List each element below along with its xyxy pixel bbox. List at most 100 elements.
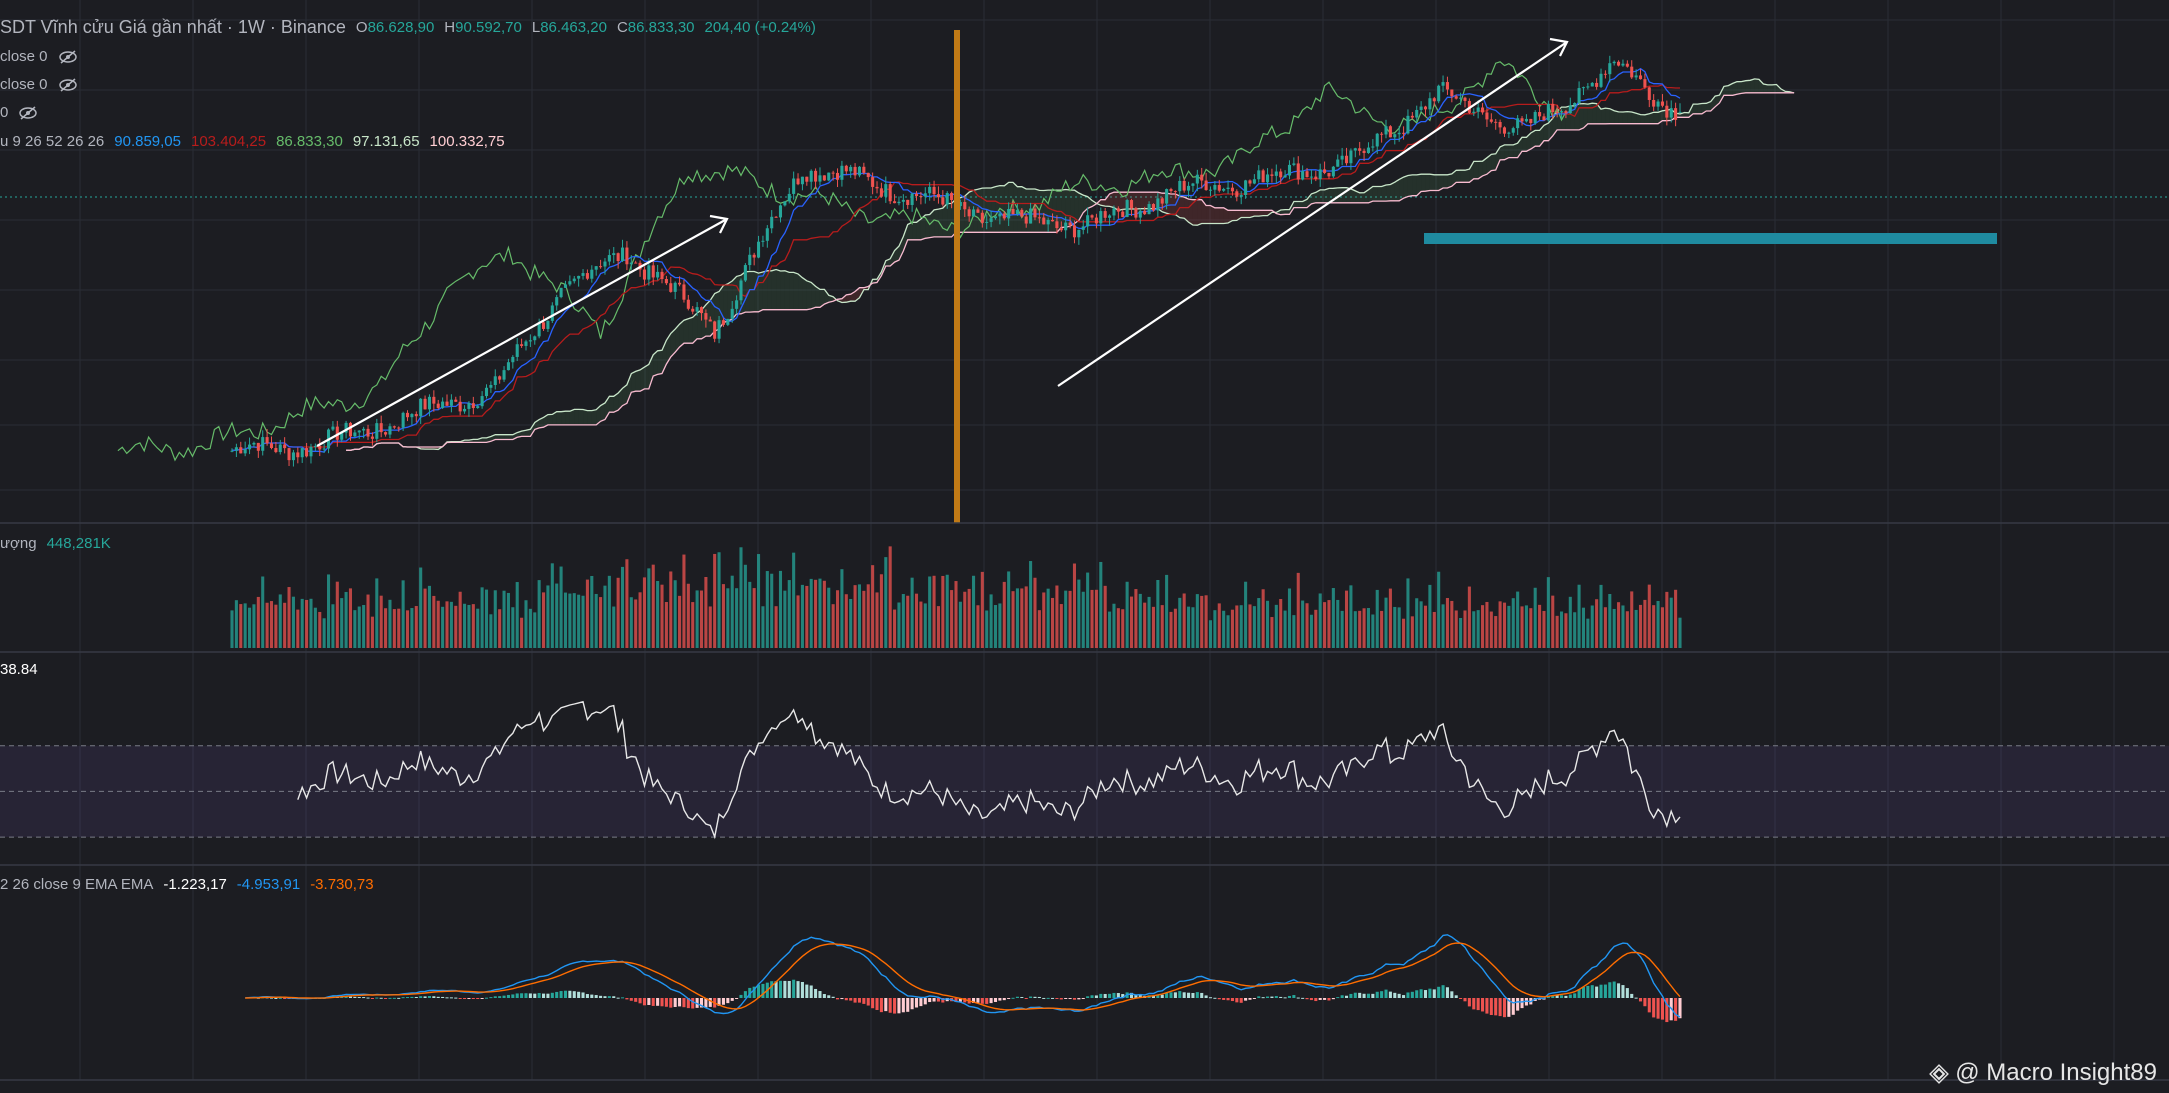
volume-bar: [1669, 597, 1673, 648]
candle-body: [708, 319, 712, 322]
kumo-segment: [982, 187, 987, 233]
vertical-marker[interactable]: [954, 30, 960, 523]
volume-bar: [454, 605, 458, 648]
candle-body: [296, 452, 300, 458]
kumo-segment: [846, 294, 851, 303]
macd-histogram-bar: [985, 998, 989, 1004]
volume-bar: [1261, 589, 1265, 648]
candle-body: [893, 201, 897, 204]
volume-bar: [1147, 596, 1151, 648]
kumo-segment: [767, 270, 772, 310]
candle-body: [985, 221, 989, 223]
kumo-segment: [920, 215, 926, 240]
candle-body: [857, 166, 862, 176]
ma3-legend[interactable]: 0: [0, 104, 38, 121]
macd-histogram-bar: [572, 991, 576, 998]
macd-legend[interactable]: 2 26 close 9 EMA EMA -1.223,17 -4.953,91…: [0, 876, 374, 893]
kumo-segment: [561, 411, 566, 425]
ichimoku-legend[interactable]: u 9 26 52 26 26 90.859,05 103.404,25 86.…: [0, 133, 505, 150]
macd-histogram-bar: [1187, 992, 1191, 998]
volume-bar: [752, 588, 756, 648]
kumo-segment: [1522, 137, 1527, 152]
trend-arrow-2[interactable]: [1057, 41, 1568, 387]
macd-histogram-bar: [1077, 998, 1081, 1000]
candle-body: [1349, 150, 1353, 164]
volume-bar: [932, 575, 936, 648]
candle-body: [620, 247, 625, 262]
candle-body: [370, 436, 374, 439]
volume-bar: [1072, 563, 1077, 648]
candle-body: [1423, 106, 1428, 110]
candle-body: [1586, 86, 1590, 88]
rsi-legend[interactable]: 38.84: [0, 661, 38, 678]
kumo-segment: [613, 393, 619, 413]
kumo-segment: [1653, 112, 1659, 124]
volume-bar: [625, 559, 629, 648]
macd-histogram-bar: [800, 981, 804, 998]
kumo-segment: [1482, 157, 1487, 176]
kumo-segment: [1241, 210, 1246, 218]
kumo-segment: [1359, 192, 1365, 203]
kumo-segment: [995, 185, 1000, 233]
macd-histogram-bar: [1283, 997, 1287, 999]
volume-bar: [1323, 602, 1327, 648]
hidden-eye-icon[interactable]: [58, 77, 78, 92]
candle-body: [1336, 159, 1340, 167]
volume-bar: [239, 604, 243, 648]
symbol-title[interactable]: SDT Vĩnh cửu Giá gần nhất · 1W · Binance: [0, 17, 346, 37]
volume-bar: [313, 607, 317, 648]
candle-body: [1081, 226, 1085, 230]
volume-bar: [278, 594, 282, 648]
volume-legend[interactable]: ượng 448,281K: [0, 535, 111, 552]
macd-histogram-bar: [783, 980, 787, 998]
close-label: C: [616, 19, 628, 36]
macd-histogram-bar: [1090, 995, 1094, 998]
kumo-segment: [1464, 169, 1470, 183]
volume-bar: [344, 591, 348, 648]
volume-bar: [1331, 588, 1335, 648]
volume-bar: [1511, 598, 1515, 648]
volume-bar: [1489, 611, 1493, 648]
macd-histogram-bar: [928, 998, 932, 1003]
volume-bar: [1336, 599, 1340, 648]
volume-bar: [669, 571, 673, 648]
kumo-segment: [1697, 103, 1702, 114]
candle-body: [1625, 63, 1629, 67]
macd-histogram-bar: [1410, 991, 1414, 998]
ma2-legend[interactable]: close 0: [0, 76, 78, 93]
volume-bar: [761, 606, 765, 648]
volume-bar: [642, 577, 646, 648]
macd-histogram-bar: [616, 997, 620, 999]
kumo-segment: [947, 203, 952, 237]
macd-histogram-bar: [1309, 998, 1313, 1001]
volume-bar: [1375, 589, 1379, 648]
candle-body: [1046, 219, 1050, 225]
volume-bar: [985, 610, 989, 648]
macd-histogram-bar: [1371, 993, 1375, 998]
hidden-eye-icon[interactable]: [58, 49, 78, 64]
candle-body: [686, 299, 690, 309]
macd-histogram-bar: [972, 998, 976, 1003]
macd-histogram-bar: [1555, 995, 1559, 998]
candle-body: [1502, 127, 1507, 134]
candle-body: [673, 282, 677, 292]
trend-arrow-1[interactable]: [316, 218, 728, 447]
macd-histogram-bar: [1226, 998, 1230, 1001]
volume-bar: [1033, 577, 1037, 648]
macd-histogram-bar: [945, 998, 949, 1002]
macd-histogram-bar: [1432, 989, 1436, 998]
macd-histogram-bar: [866, 998, 870, 1006]
candle-body: [1248, 180, 1252, 184]
volume-bar: [1173, 608, 1177, 648]
volume-bar: [436, 600, 440, 648]
volume-bar: [1226, 615, 1230, 648]
volume-bar: [1577, 584, 1581, 648]
volume-bar: [550, 563, 554, 648]
macd-histogram-bar: [1318, 998, 1322, 1000]
hidden-eye-icon[interactable]: [18, 105, 38, 120]
support-zone[interactable]: [1424, 233, 1997, 244]
kumo-segment: [1622, 111, 1628, 124]
kumo-segment: [683, 318, 689, 344]
ma1-legend[interactable]: close 0: [0, 48, 78, 65]
